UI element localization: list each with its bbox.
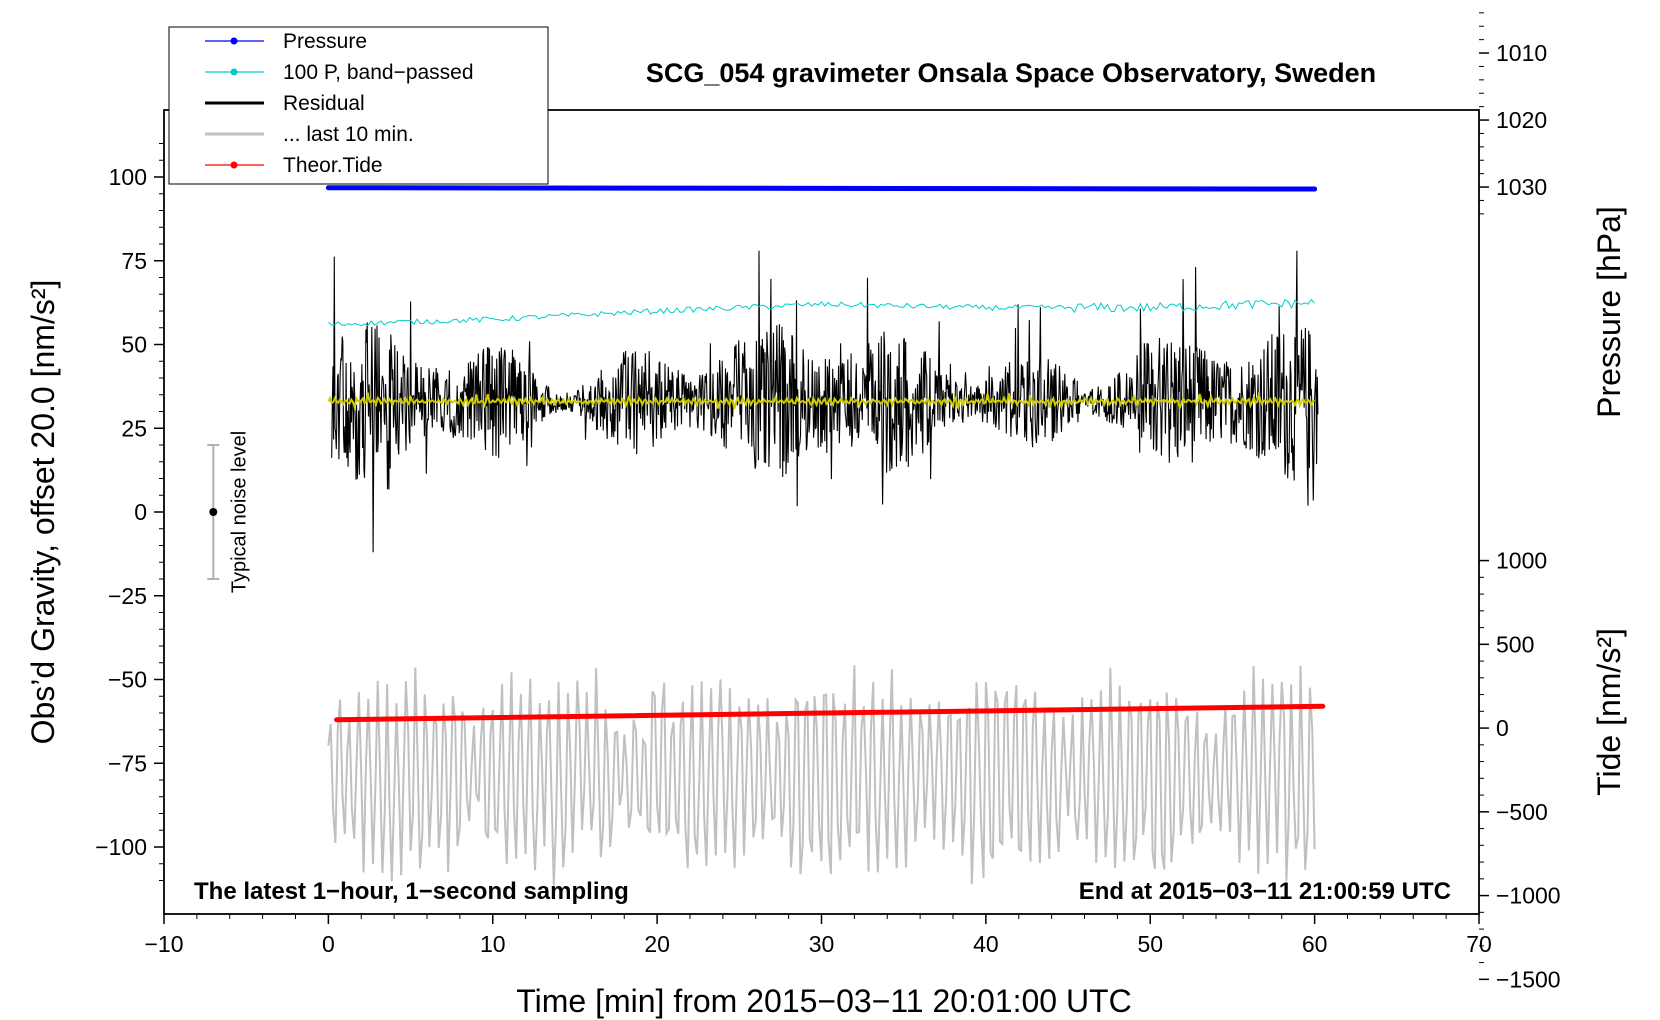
x-tick-label: 40	[973, 931, 999, 957]
x-tick-label: 0	[322, 931, 335, 957]
tide-tick-label: 0	[1496, 715, 1509, 741]
x-axis-title: Time [min] from 2015−03−11 20:01:00 UTC	[516, 983, 1131, 1019]
residual-smoothed-line	[327, 391, 1316, 412]
tide-axis-title: Tide [nm/s²]	[1591, 628, 1627, 796]
x-tick-label: 20	[644, 931, 670, 957]
y-left-tick-label: −100	[95, 834, 147, 860]
x-tick-label: 30	[809, 931, 835, 957]
footer-right-note: End at 2015−03−11 21:00:59 UTC	[1079, 878, 1451, 905]
residual-line	[331, 250, 1319, 553]
pressure-tick-label: 1010	[1496, 40, 1547, 66]
tide-tick-label: −1000	[1496, 883, 1561, 909]
x-tick-label: 70	[1466, 931, 1492, 957]
noise-level-bar: Typical noise level	[207, 431, 250, 593]
legend: Pressure 100 P, band−passed Residual ... la…	[168, 26, 549, 185]
x-tick-label: −10	[144, 931, 183, 957]
theoretical-tide-line	[334, 703, 1326, 723]
noise-bar-label: Typical noise level	[228, 431, 250, 593]
x-axis: −10 0 10 20 30 40 50 60 70	[144, 914, 1492, 957]
pressure-line	[325, 185, 1318, 192]
chart-title: SCG_054 gravimeter Onsala Space Observat…	[646, 58, 1376, 88]
tide-tick-label: 1000	[1496, 548, 1547, 574]
y-left-tick-label: −75	[108, 750, 147, 776]
tide-axis: 1000 500 0 −500 −1000 −1500	[1479, 548, 1561, 992]
pressure-tick-label: 1030	[1496, 174, 1547, 200]
legend-label: Theor.Tide	[283, 154, 383, 177]
x-tick-label: 10	[480, 931, 506, 957]
legend-label: 100 P, band−passed	[283, 61, 474, 84]
series-layer	[325, 185, 1326, 886]
legend-marker	[230, 68, 238, 76]
legend-marker	[230, 161, 238, 169]
y-left-axis-title: Obs’d Gravity, offset 20.0 [nm/s²]	[25, 280, 61, 745]
legend-label: Residual	[283, 92, 365, 115]
tide-tick-label: −500	[1496, 799, 1548, 825]
pressure-axis-title: Pressure [hPa]	[1591, 206, 1627, 418]
tide-tick-label: −1500	[1496, 966, 1561, 992]
legend-box	[168, 26, 549, 185]
legend-marker	[230, 37, 238, 45]
legend-label: ... last 10 min.	[283, 123, 414, 146]
last-10-min-line	[327, 665, 1316, 886]
y-left-tick-label: 100	[109, 164, 147, 190]
band-passed-pressure-line	[328, 298, 1315, 327]
x-tick-label: 60	[1302, 931, 1328, 957]
noise-bar-center-dot	[209, 508, 218, 516]
y-left-tick-label: 50	[121, 332, 147, 358]
y-left-tick-label: 0	[134, 499, 147, 525]
tide-tick-label: 500	[1496, 631, 1534, 657]
y-left-tick-label: 25	[121, 415, 147, 441]
pressure-tick-label: 1020	[1496, 107, 1547, 133]
y-left-tick-label: −25	[108, 583, 147, 609]
y-left-tick-label: −50	[108, 667, 147, 693]
footer-left-note: The latest 1−hour, 1−second sampling	[194, 878, 629, 905]
y-left-tick-label: 75	[121, 248, 147, 274]
y-left-axis: 100 75 50 25 0 −25 −50 −75 −100	[95, 143, 164, 881]
pressure-axis: 1030102010101000990980	[1479, 12, 1547, 215]
x-tick-label: 50	[1137, 931, 1163, 957]
legend-label: Pressure	[283, 30, 367, 53]
